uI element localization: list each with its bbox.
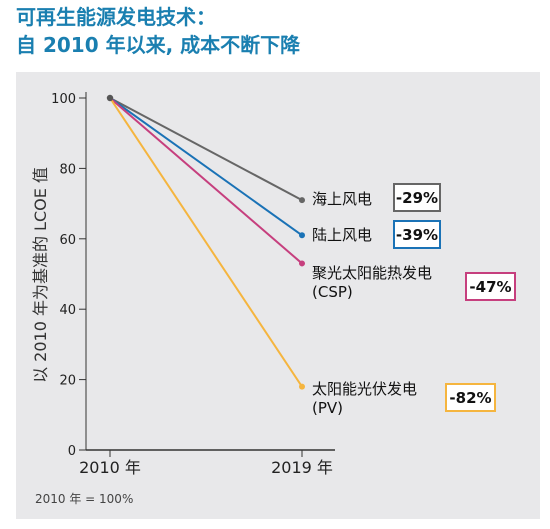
series-line [109,97,303,201]
y-tick-label: 60 [59,233,76,248]
series-end-point [299,197,305,204]
start-point [106,94,114,102]
y-tick-label: 100 [51,92,76,107]
change-box [393,183,441,212]
chart-title-line2: 自 2010 年以来, 成本不断下降 [16,33,301,57]
y-tick-label: 0 [68,444,76,459]
series-label: (PV) [312,399,343,417]
series-label: 太阳能光伏发电 [312,380,417,398]
x-tick-label: 2010 年 [79,458,141,477]
y-tick-label: 40 [59,303,76,318]
series-end-point [299,383,305,390]
chart-panel [16,72,540,519]
change-box [393,220,441,249]
y-axis-title: 以 2010 年为基准的 LCOE 值 [31,167,50,383]
series-line [109,97,303,265]
series-label: (CSP) [312,283,353,301]
series-line [109,97,303,388]
x-tick-label: 2019 年 [271,458,333,477]
change-box [445,383,496,412]
series-end-point [299,260,305,267]
change-label: -29% [396,189,438,207]
change-label: -39% [396,226,438,244]
y-tick-label: 20 [59,374,76,389]
series-line [109,97,303,237]
series-label: 海上风电 [312,190,372,208]
series-end-point [299,232,305,239]
chart-title-line1: 可再生能源发电技术： [16,5,216,29]
change-box [465,272,516,301]
change-label: -82% [449,389,491,407]
baseline-note: 2010 年 = 100% [35,492,133,506]
change-label: -47% [469,278,511,296]
y-tick-label: 80 [59,162,76,177]
series-label: 陆上风电 [312,226,372,244]
series-label: 聚光太阳能热发电 [312,264,432,282]
